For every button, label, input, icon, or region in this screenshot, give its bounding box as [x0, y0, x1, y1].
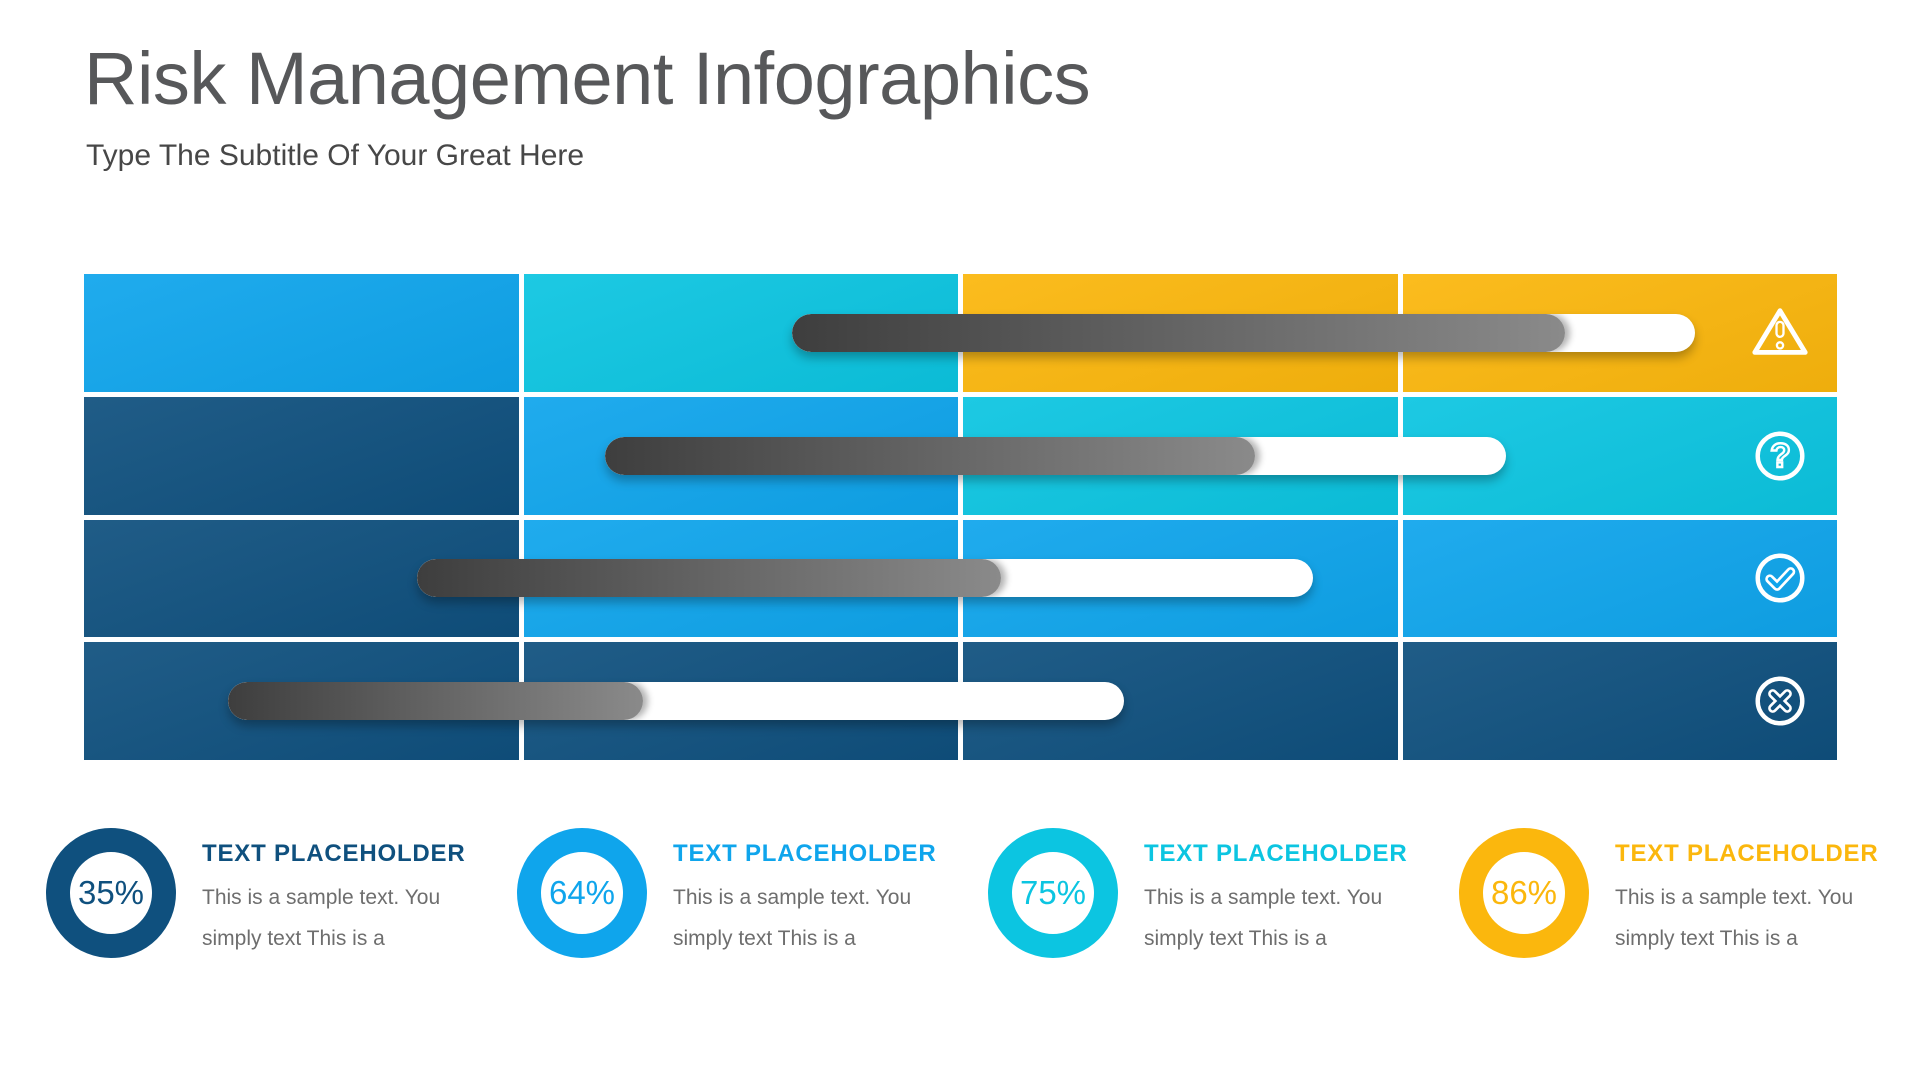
stat-block-4: 86% TEXT PLACEHOLDER This is a sample text…: [1459, 828, 1904, 959]
stat-body-text: This is a sample text. You simply text Th…: [1615, 886, 1854, 950]
stat-block-1: 35% TEXT PLACEHOLDER This is a sample text…: [46, 828, 491, 959]
progress-bar-row-4: [227, 682, 1124, 721]
stat-heading: TEXT PLACEHOLDER: [1144, 840, 1408, 867]
check-circle-icon: [1749, 547, 1811, 609]
stat-heading: TEXT PLACEHOLDER: [673, 840, 937, 867]
question-circle-icon: ?: [1749, 425, 1811, 487]
stat-block-2: 64% TEXT PLACEHOLDER This is a sample text…: [517, 828, 962, 959]
stat-body-text: This is a sample text. You simply text Th…: [202, 886, 441, 950]
stat-text: TEXT PLACEHOLDER This is a sample text. Y…: [1144, 828, 1407, 959]
matrix-cell-r2-c4: [1402, 396, 1837, 515]
page-title: Risk Management Infographics: [84, 37, 1091, 120]
matrix-cell-r2-c1: [84, 396, 519, 515]
stat-text: TEXT PLACEHOLDER This is a sample text. Y…: [673, 828, 936, 959]
stat-heading: TEXT PLACEHOLDER: [202, 840, 466, 867]
page-subtitle: Type The Subtitle Of Your Great Here: [86, 139, 585, 172]
progress-bar-filled-segment: [227, 682, 644, 721]
progress-bar-row-3: [417, 559, 1313, 598]
progress-bar-filled-segment: [792, 313, 1566, 352]
percentage-value: 86%: [1490, 874, 1558, 911]
stat-body-text: This is a sample text. You simply text Th…: [673, 886, 912, 950]
matrix-cell-r3-c4: [1402, 519, 1837, 638]
stat-heading: TEXT PLACEHOLDER: [1615, 840, 1879, 867]
cross-circle-icon: [1749, 670, 1811, 732]
percentage-value: 75%: [1019, 874, 1087, 911]
percentage-ring: 75%: [988, 828, 1118, 958]
matrix-cell-r1-c2: [523, 274, 958, 392]
matrix-cell-r4-c4: [1402, 642, 1837, 760]
svg-text:?: ?: [1770, 437, 1791, 475]
percentage-value: 35%: [77, 874, 145, 911]
warning-triangle-icon: [1749, 302, 1811, 364]
percentage-ring: 86%: [1459, 828, 1589, 958]
percentage-ring: 64%: [517, 828, 647, 958]
percentage-value: 64%: [548, 874, 616, 911]
stat-text: TEXT PLACEHOLDER This is a sample text. Y…: [202, 828, 465, 959]
progress-bar-filled-segment: [417, 559, 1001, 598]
progress-bar-row-2: [604, 436, 1506, 475]
progress-bar-filled-segment: [604, 436, 1255, 475]
stat-block-3: 75% TEXT PLACEHOLDER This is a sample text…: [988, 828, 1433, 959]
stat-body-text: This is a sample text. You simply text Th…: [1144, 886, 1383, 950]
percentage-ring: 35%: [46, 828, 176, 958]
risk-matrix: ?: [84, 274, 1837, 760]
stat-text: TEXT PLACEHOLDER This is a sample text. Y…: [1615, 828, 1878, 959]
progress-bar-row-1: [792, 313, 1695, 352]
matrix-cell-r3-c3: [963, 519, 1398, 638]
matrix-cell-r1-c1: [84, 274, 519, 392]
